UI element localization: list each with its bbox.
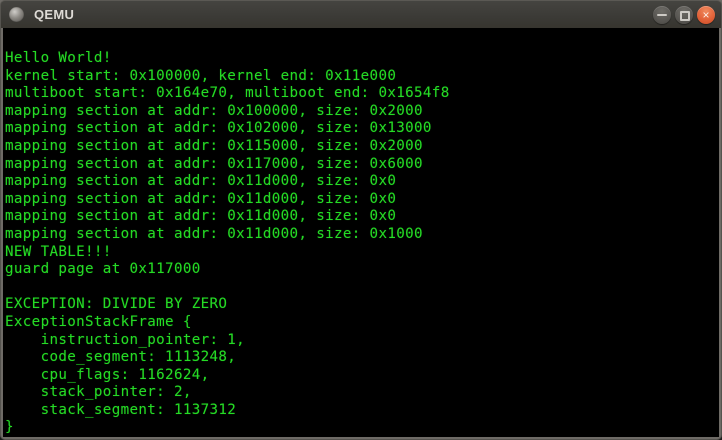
window-controls: × — [653, 5, 715, 24]
window-frame: Hello World! kernel start: 0x100000, ker… — [0, 28, 722, 440]
window-title: QEMU — [34, 6, 75, 22]
maximize-icon — [680, 10, 690, 21]
window-titlebar[interactable]: QEMU × — [0, 0, 722, 28]
close-icon: × — [702, 7, 710, 22]
close-button[interactable]: × — [697, 5, 715, 24]
minimize-icon — [657, 13, 667, 16]
console-output: Hello World! kernel start: 0x100000, ker… — [5, 50, 450, 436]
maximize-button[interactable] — [675, 5, 693, 24]
minimize-button[interactable] — [653, 5, 671, 24]
qemu-display[interactable]: Hello World! kernel start: 0x100000, ker… — [3, 28, 719, 438]
qemu-app-icon — [9, 7, 24, 22]
